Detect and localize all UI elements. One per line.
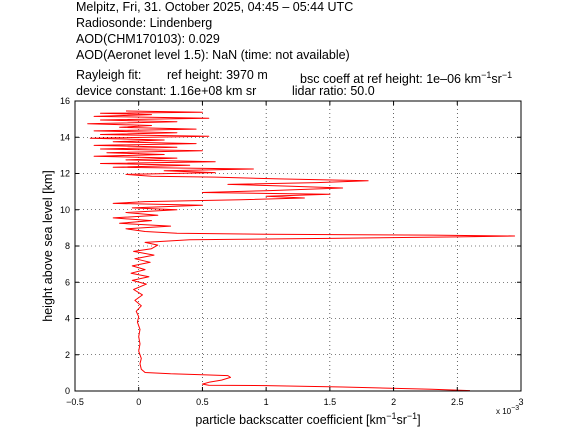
x-axis-multiplier: x 10−3 xyxy=(496,405,519,416)
series-layer xyxy=(87,110,516,392)
x-tick-label: 1 xyxy=(264,397,269,407)
y-tick-label: 0 xyxy=(65,386,70,396)
x-axis-label-text: particle backscatter coefficient [km xyxy=(195,413,386,427)
y-tick-label: 10 xyxy=(60,205,70,215)
rayleigh-fit-label: Rayleigh fit: xyxy=(76,68,142,82)
bsc-sr-exponent: −1 xyxy=(501,70,513,80)
y-tick-label: 8 xyxy=(65,241,70,251)
y-tick-label: 2 xyxy=(65,350,70,360)
x-tick-label: 2.5 xyxy=(451,397,464,407)
bsc-coeff-info: bsc coeff at ref height: 1e–06 km−1sr−1 xyxy=(300,68,512,86)
y-tick-label: 16 xyxy=(60,96,70,106)
x-axis-multiplier-exponent: −3 xyxy=(511,405,519,412)
x-tick-label: 1.5 xyxy=(324,397,337,407)
y-tick-label: 6 xyxy=(65,277,70,287)
radiosonde-info: Radiosonde: Lindenberg xyxy=(76,16,213,30)
bsc-sr-unit: sr xyxy=(491,72,502,87)
chart-header: Melpitz, Fri, 31. October 2025, 04:45 – … xyxy=(0,0,576,100)
aod-chm-info: AOD(CHM170103): 0.029 xyxy=(76,32,220,46)
x-tick-label: −0.5 xyxy=(66,397,84,407)
x-tick-label: 0 xyxy=(136,397,141,407)
y-tick-label: 4 xyxy=(65,314,70,324)
aod-aeronet-info: AOD(Aeronet level 1.5): NaN (time: not a… xyxy=(76,48,350,62)
bsc-km-exponent: −1 xyxy=(481,70,492,80)
y-tick-label: 14 xyxy=(60,132,70,142)
ref-height-info: ref height: 3970 m xyxy=(167,68,268,82)
chart-title: Melpitz, Fri, 31. October 2025, 04:45 – … xyxy=(76,0,354,14)
bsc-coeff-text: bsc coeff at ref height: 1e–06 km xyxy=(300,72,482,87)
backscatter-profile-line xyxy=(87,110,516,392)
x-axis-km-exponent: −1 xyxy=(386,411,396,421)
lidar-ratio-info: lidar ratio: 50.0 xyxy=(292,84,375,98)
x-tick-label: 0.5 xyxy=(196,397,209,407)
x-axis-label: particle backscatter coefficient [km−1sr… xyxy=(195,411,420,427)
x-axis-multiplier-base: x 10 xyxy=(496,407,512,416)
y-axis-label: height above sea level [km] xyxy=(41,170,55,321)
x-axis-sr-unit: sr xyxy=(396,413,406,427)
x-axis-sr-exponent: −1 xyxy=(407,411,417,421)
device-constant-info: device constant: 1.16e+08 km sr xyxy=(76,84,257,98)
y-tick-label: 12 xyxy=(60,169,70,179)
x-tick-label: 2 xyxy=(391,397,396,407)
x-tick-label: 3 xyxy=(518,397,523,407)
x-axis-bracket: ] xyxy=(417,413,420,427)
